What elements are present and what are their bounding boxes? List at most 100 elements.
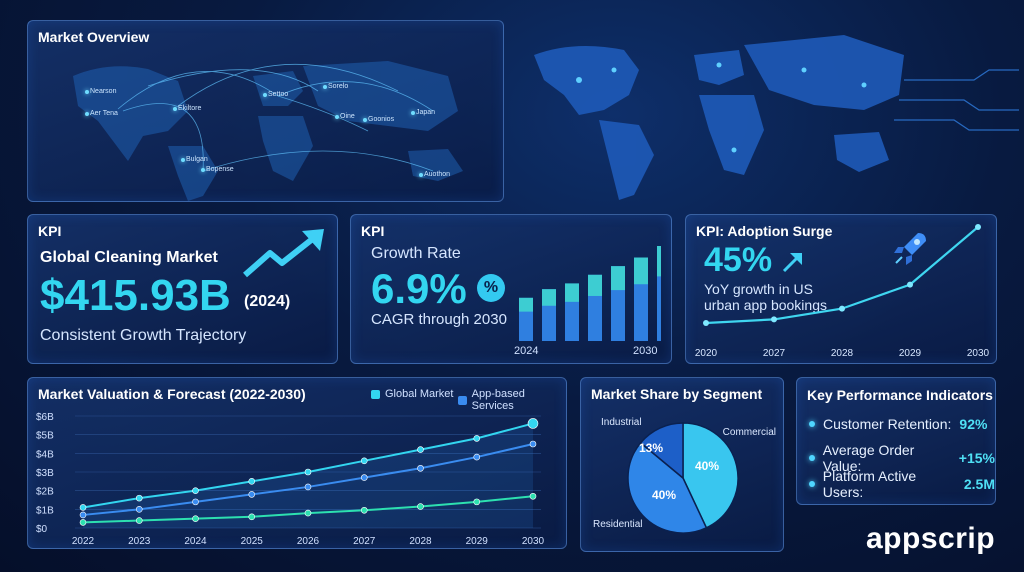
market-overview-title: Market Overview: [38, 29, 150, 45]
pie-segment-label: Industrial: [601, 417, 642, 428]
y-tick-label: $0: [36, 524, 48, 535]
data-point: [248, 478, 256, 485]
data-point: [192, 487, 199, 494]
adoption-point: [839, 305, 845, 312]
continent-shapes: [73, 61, 463, 201]
city-dot: [201, 168, 205, 172]
data-point: [360, 506, 368, 514]
kpi-item-value: 92%: [959, 416, 988, 432]
map-city-dots: [576, 62, 867, 153]
kpi-average-order-value: Average Order Value: +15%: [809, 442, 995, 474]
kpi-customer-retention: Customer Retention: 92%: [809, 416, 987, 432]
city-dot: [263, 93, 267, 97]
growth-bar-cap: [634, 257, 648, 285]
data-point: [417, 503, 424, 510]
trend-up-arrow-icon: [243, 229, 324, 278]
bars-end-label: 2030: [633, 345, 658, 357]
x-tick-label: 2023: [128, 536, 151, 547]
bullet-icon: [809, 421, 815, 427]
city-label: Oine: [340, 113, 355, 120]
data-point: [417, 446, 424, 453]
city-label: Bopense: [206, 166, 234, 173]
y-tick-label: $6B: [36, 412, 54, 423]
x-tick-label: 2024: [184, 536, 207, 547]
adoption-year-label: 2030: [967, 348, 990, 359]
kpi-adoption-card: KPI: Adoption Surge 45% YoY growth in US…: [685, 214, 997, 364]
x-tick-label: 2025: [241, 536, 264, 547]
growth-bar-cap: [519, 297, 533, 312]
y-tick-label: $5B: [36, 431, 54, 442]
kpi3-value: 45%: [704, 241, 773, 279]
key-kpis-panel: Key Performance Indicators Customer Rete…: [796, 377, 996, 505]
kpi1-value: $415.93B: [40, 271, 231, 320]
data-point: [135, 506, 143, 513]
data-point: [304, 509, 312, 517]
kpi-item-value: +15%: [958, 450, 995, 466]
map-continents: [534, 35, 904, 200]
data-point: [248, 491, 256, 498]
rocket-icon: [894, 233, 926, 265]
bars-start-label: 2024: [514, 345, 539, 357]
kpi-item-label: Customer Retention:: [823, 416, 952, 432]
city-label: Goonios: [368, 116, 395, 123]
x-tick-label: 2026: [297, 536, 320, 547]
y-tick-label: $1B: [36, 505, 54, 516]
adoption-curve-chart: 2020 2027 2028 2029 2030: [695, 224, 990, 359]
y-tick-label: $4B: [36, 449, 54, 460]
growth-bar-cap: [565, 283, 579, 302]
city-label: Auothon: [424, 171, 451, 178]
growth-bar-cap: [542, 289, 556, 306]
bullet-icon: [809, 481, 815, 487]
pie-pct-label: 13%: [639, 441, 663, 455]
adoption-year-label: 2028: [831, 348, 854, 359]
kpi-item-label: Average Order Value:: [822, 442, 915, 474]
legend-swatch-global: [371, 389, 380, 399]
kpi-item-label: Platform Active Users:: [822, 468, 917, 500]
adoption-year-label: 2029: [899, 348, 922, 359]
key-kpis-title: Key Performance Indicators: [807, 387, 993, 403]
x-tick-label: 2030: [522, 536, 545, 547]
kpi2-headline: Growth Rate: [371, 245, 461, 262]
world-map-decor: [534, 35, 1019, 200]
city-label: Aer Tena: [90, 110, 118, 117]
city-label: Nearson: [90, 88, 117, 95]
growth-bar-cap: [611, 266, 625, 291]
city-label: Japan: [416, 109, 436, 116]
market-share-panel: Market Share by Segment 13% 40% 40% Industr…: [580, 377, 784, 552]
brand-logo: appscrip: [866, 522, 996, 555]
city-dot: [363, 118, 367, 122]
y-tick-label: $3B: [36, 468, 54, 479]
kpi3-caption-line2: urban app bookings: [704, 297, 827, 313]
market-share-title: Market Share by Segment: [591, 386, 763, 402]
pie-pct-label: 40%: [652, 488, 676, 502]
adoption-point: [907, 281, 913, 288]
pie-pct-label: 40%: [695, 459, 719, 473]
kpi3-caption-line1: YoY growth in US: [704, 281, 813, 297]
market-share-pie: 13% 40% 40% Industrial Commercial Residential: [593, 417, 776, 534]
market-overview-panel: Market Overview Nearson Aer Tena Ekiltore S…: [27, 20, 504, 202]
kpi1-caption: Consistent Growth Trajectory: [40, 327, 247, 344]
kpi2-caption: CAGR through 2030: [371, 311, 507, 328]
data-point: [529, 440, 537, 448]
data-point: [360, 457, 368, 465]
kpi1-headline: Global Cleaning Market: [40, 249, 218, 266]
data-point: [79, 511, 87, 519]
legend-global-market: Global Market: [371, 388, 453, 400]
data-point: [135, 494, 143, 502]
kpi-platform-active-users: Platform Active Users: 2.5M: [809, 468, 995, 500]
data-point: [529, 492, 537, 500]
city-dot: [335, 115, 339, 119]
adoption-point: [703, 320, 709, 326]
data-point: [473, 498, 481, 506]
city-dot: [85, 112, 89, 116]
city-dot: [323, 85, 327, 89]
data-point: [135, 517, 143, 524]
city-dot: [419, 173, 423, 177]
pie-slice: [627, 441, 708, 534]
data-point: [304, 483, 312, 491]
data-point: [192, 498, 199, 506]
city-dot: [181, 158, 185, 162]
data-point: [304, 468, 312, 476]
kpi-item-value: 2.5M: [963, 476, 995, 492]
pie-segment-label: Commercial: [723, 427, 776, 438]
